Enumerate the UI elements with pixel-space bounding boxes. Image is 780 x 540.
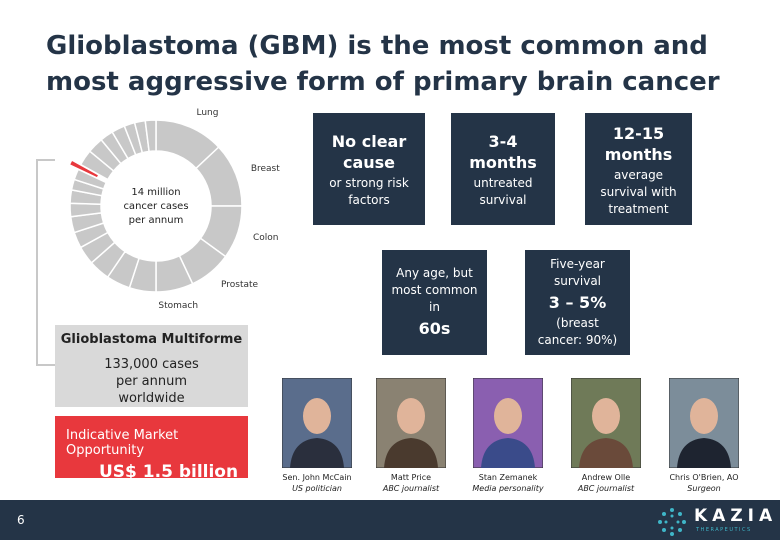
photo-body — [579, 438, 633, 468]
photo-body — [677, 438, 731, 468]
person-caption: Stan Zemanek Media personality — [458, 472, 558, 494]
title: Glioblastoma (GBM) is the most common an… — [46, 31, 720, 97]
stat-text: or strong risk factors — [329, 176, 409, 207]
person-name: Stan Zemanek — [478, 473, 538, 482]
photo-body — [384, 438, 438, 468]
logo-icon — [658, 508, 686, 536]
photo — [669, 378, 739, 468]
photo-body — [481, 438, 535, 468]
stat-text: (breast cancer: 90%) — [537, 316, 618, 347]
photo-face — [592, 398, 620, 434]
photo — [571, 378, 641, 468]
market-box: Indicative Market Opportunity US$ 1.5 bi… — [55, 416, 248, 482]
photo-body — [290, 438, 344, 468]
stat-text: Five-year survival — [550, 257, 605, 288]
person-role: ABC journalist — [577, 484, 635, 493]
center-label: 14 million — [131, 187, 180, 198]
photo-face — [494, 398, 522, 434]
photo — [376, 378, 446, 468]
gbm-title: Glioblastoma Multiforme — [60, 332, 243, 347]
photo — [473, 378, 543, 468]
photo-face — [397, 398, 425, 434]
stat-box: Any age, but most common in 60s — [382, 250, 487, 355]
stat-text: average survival with treatment — [600, 167, 677, 216]
donut-segment — [73, 168, 108, 190]
stat-box: 12-15 months average survival with treatm… — [585, 113, 692, 225]
center-label: cancer cases — [123, 201, 188, 212]
logo-sub: THERAPEUTICS — [696, 527, 752, 533]
donut-segment — [144, 119, 157, 153]
segment-label: Lung — [197, 108, 219, 118]
stat-box: 3-4 months untreated survival — [451, 113, 555, 225]
person-caption: Matt Price ABC journalist — [361, 472, 461, 494]
photo — [282, 378, 352, 468]
gbm-box: Glioblastoma Multiforme 133,000 cases pe… — [55, 325, 248, 407]
person-role: Surgeon — [687, 484, 721, 493]
person-role: Media personality — [472, 484, 544, 493]
segment-label: Prostate — [221, 280, 259, 290]
stat-text: untreated survival — [473, 176, 533, 207]
segment-label: Breast — [251, 164, 280, 174]
person-caption: Andrew Olle ABC journalist — [556, 472, 656, 494]
photo-face — [303, 398, 331, 434]
person-name: Chris O'Brien, AO — [669, 473, 739, 482]
segment-label: Colon — [253, 233, 279, 243]
gbm-text: 133,000 cases per annum worldwide — [104, 357, 199, 406]
segment-label: Stomach — [158, 301, 198, 311]
bracket — [36, 159, 55, 366]
person-caption: Chris O'Brien, AO Surgeon — [654, 472, 754, 494]
person-role: US politician — [292, 484, 342, 493]
market-value: US$ 1.5 billion — [99, 462, 239, 482]
stat-highlight: 12-15 months — [604, 123, 673, 164]
page-number: 6 — [17, 513, 25, 527]
stat-highlight: 60s — [418, 318, 451, 338]
donut-chart: Lung Breast Colon Prostate Stomach 14 million… — [36, 108, 280, 366]
person-name: Sen. John McCain — [282, 473, 352, 482]
stat-highlight: No clear cause — [331, 132, 407, 172]
footer: 6 KAZIA THERAPEUTICS — [0, 500, 780, 540]
person-role: ABC journalist — [382, 484, 440, 493]
photo-face — [690, 398, 718, 434]
market-label: Indicative Market Opportunity — [66, 428, 179, 458]
logo: KAZIA — [694, 506, 778, 526]
person-name: Andrew Olle — [581, 473, 631, 482]
stat-box: Five-year survival 3 – 5% (breast cancer: … — [525, 250, 630, 355]
stat-box: No clear cause or strong risk factors — [313, 113, 425, 225]
center-label: per annum — [129, 215, 184, 226]
stat-highlight: 3 – 5% — [548, 293, 607, 312]
person-name: Matt Price — [390, 473, 432, 482]
person-caption: Sen. John McCain US politician — [267, 472, 367, 494]
stat-text: Any age, but most common in — [391, 265, 478, 314]
stat-highlight: 3-4 months — [469, 132, 537, 172]
